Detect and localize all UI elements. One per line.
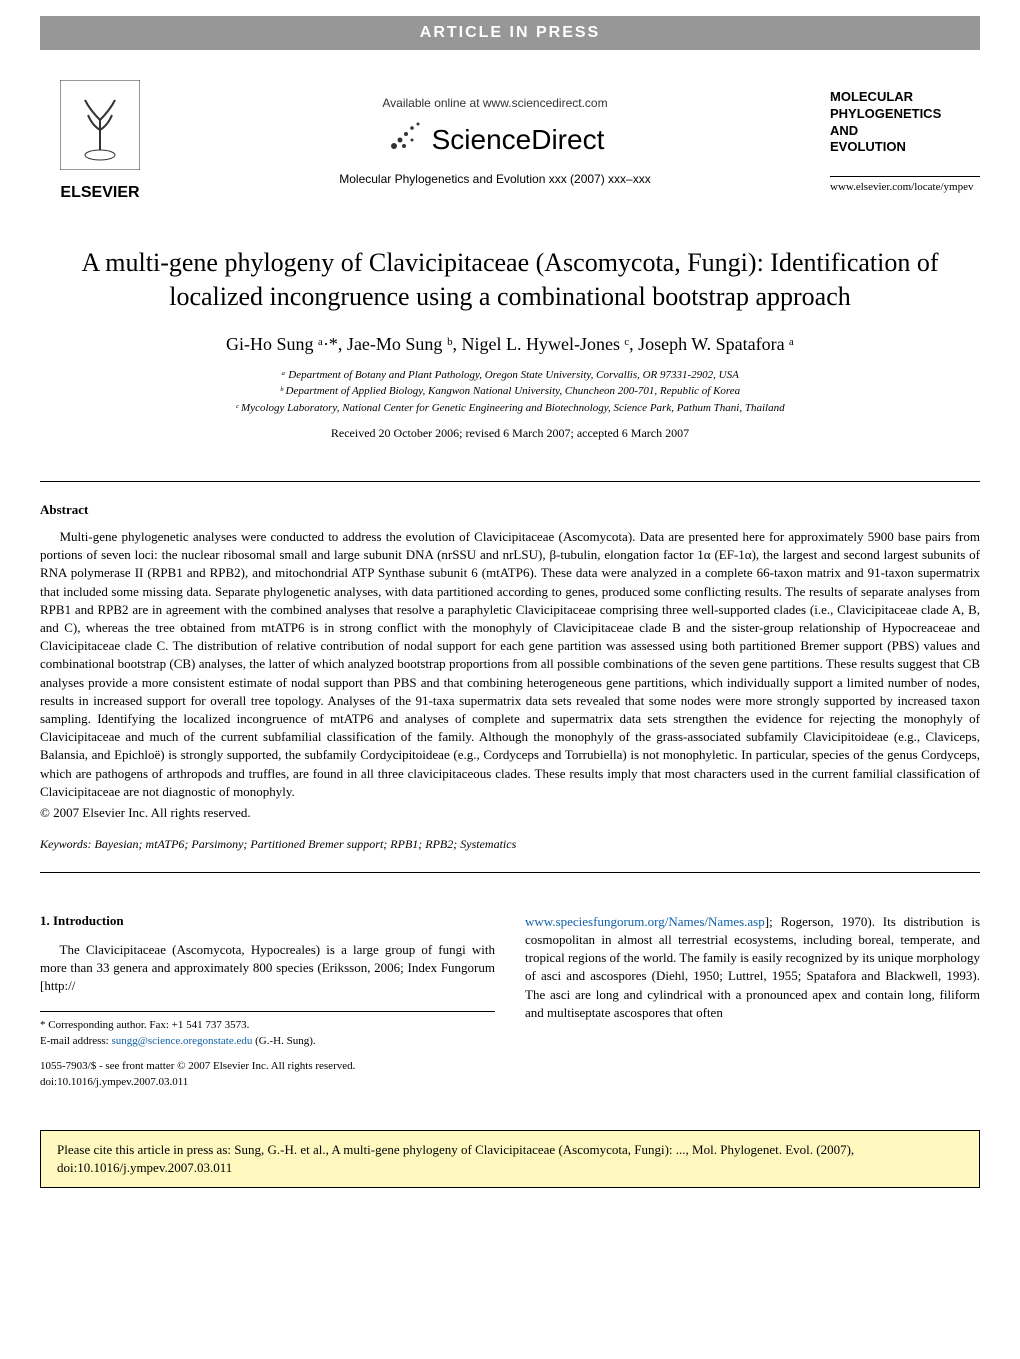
journal-url: www.elsevier.com/locate/ympev (830, 176, 980, 193)
paper-title: A multi-gene phylogeny of Clavicipitacea… (60, 246, 960, 314)
elsevier-tree-icon (60, 80, 140, 180)
citation-box: Please cite this article in press as: Su… (40, 1130, 980, 1188)
journal-citation: Molecular Phylogenetics and Evolution xx… (160, 172, 830, 186)
intro-text-right: www.speciesfungorum.org/Names/Names.asp]… (525, 913, 980, 1022)
abstract-heading: Abstract (40, 502, 980, 518)
affiliation-a: ᵃ Department of Botany and Plant Patholo… (60, 367, 960, 384)
intro-heading: 1. Introduction (40, 913, 495, 929)
affiliations: ᵃ Department of Botany and Plant Patholo… (60, 367, 960, 417)
intro-columns: 1. Introduction The Clavicipitaceae (Asc… (0, 893, 1020, 1110)
email-footnote: E-mail address: sungg@science.oregonstat… (40, 1034, 495, 1049)
abstract-text: Multi-gene phylogenetic analyses were co… (40, 528, 980, 801)
affiliation-b: ᵇ Department of Applied Biology, Kangwon… (60, 383, 960, 400)
divider (40, 872, 980, 873)
copyright: © 2007 Elsevier Inc. All rights reserved… (40, 805, 980, 821)
email-link[interactable]: sungg@science.oregonstate.edu (111, 1035, 252, 1047)
sciencedirect-text: ScienceDirect (432, 124, 605, 156)
authors: Gi-Ho Sung ᵃ·*, Jae-Mo Sung ᵇ, Nigel L. … (60, 334, 960, 355)
journal-name-line1: MOLECULAR (830, 89, 980, 106)
species-fungorum-link[interactable]: www.speciesfungorum.org/Names/Names.asp (525, 914, 765, 929)
right-column: www.speciesfungorum.org/Names/Names.asp]… (525, 913, 980, 1090)
article-in-press-banner: ARTICLE IN PRESS (40, 16, 980, 50)
email-label: E-mail address: (40, 1035, 111, 1047)
journal-name-line4: EVOLUTION (830, 139, 980, 156)
dates: Received 20 October 2006; revised 6 Marc… (60, 426, 960, 441)
header-area: ELSEVIER Available online at www.science… (0, 66, 1020, 226)
abstract-section: Abstract Multi-gene phylogenetic analyse… (0, 502, 1020, 852)
email-suffix: (G.-H. Sung). (252, 1035, 315, 1047)
elsevier-text: ELSEVIER (60, 184, 139, 202)
footnote-block: * Corresponding author. Fax: +1 541 737 … (40, 1011, 495, 1090)
intro-right-span: ]; Rogerson, 1970). Its distribution is … (525, 914, 980, 1020)
available-online-text: Available online at www.sciencedirect.co… (160, 96, 830, 110)
affiliation-c: ᶜ Mycology Laboratory, National Center f… (60, 400, 960, 417)
divider (40, 481, 980, 482)
sciencedirect-logo: ScienceDirect (160, 118, 830, 162)
intro-text-left: The Clavicipitaceae (Ascomycota, Hypocre… (40, 941, 495, 996)
left-column: 1. Introduction The Clavicipitaceae (Asc… (40, 913, 495, 1090)
keywords: Keywords: Bayesian; mtATP6; Parsimony; P… (40, 837, 980, 852)
journal-cover: MOLECULAR PHYLOGENETICS AND EVOLUTION ww… (830, 89, 980, 194)
title-block: A multi-gene phylogeny of Clavicipitacea… (0, 226, 1020, 461)
intro-left-span: The Clavicipitaceae (Ascomycota, Hypocre… (40, 942, 495, 993)
doi: doi:10.1016/j.ympev.2007.03.011 (40, 1075, 495, 1090)
sciencedirect-icon (386, 118, 426, 162)
center-header-block: Available online at www.sciencedirect.co… (160, 96, 830, 186)
journal-name-line2: PHYLOGENETICS (830, 106, 980, 123)
corresponding-footnote: * Corresponding author. Fax: +1 541 737 … (40, 1018, 495, 1033)
elsevier-logo: ELSEVIER (40, 76, 160, 206)
front-matter: 1055-7903/$ - see front matter © 2007 El… (40, 1059, 495, 1074)
journal-name-line3: AND (830, 123, 980, 140)
